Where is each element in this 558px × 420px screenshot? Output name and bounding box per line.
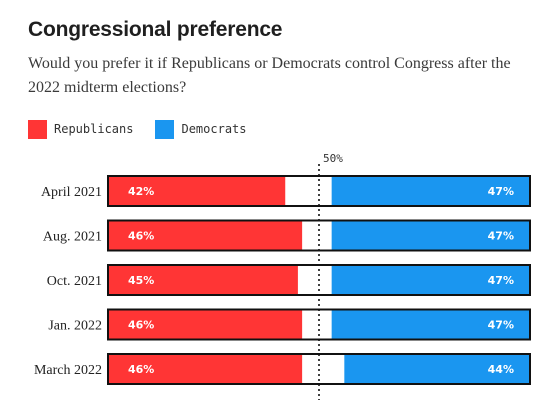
- legend-label-democrats: Democrats: [181, 122, 247, 136]
- data-label-democrats: 47%: [488, 319, 514, 332]
- data-label-democrats: 47%: [488, 274, 514, 287]
- data-label-democrats: 47%: [488, 230, 514, 243]
- bar-republicans: [108, 354, 303, 384]
- bar-republicans: [108, 309, 303, 340]
- bar-democrats: [331, 176, 530, 206]
- data-label-democrats: 47%: [488, 185, 514, 198]
- category-label: March 2022: [34, 363, 102, 378]
- legend-item-republicans: Republicans: [28, 119, 134, 139]
- legend-swatch-republicans: [28, 119, 47, 139]
- bar-republicans: [108, 176, 286, 206]
- chart-title: Congressional preference: [28, 18, 283, 41]
- bar-democrats: [331, 220, 530, 251]
- chart-subtitle: Would you prefer it if Republicans or De…: [28, 55, 511, 96]
- data-label-democrats: 44%: [488, 363, 514, 376]
- bar-republicans: [108, 265, 298, 295]
- category-label: Aug. 2021: [43, 230, 102, 245]
- bar-republicans: [108, 220, 303, 251]
- legend: Republicans Democrats: [28, 119, 269, 139]
- legend-swatch-democrats: [155, 119, 175, 139]
- data-label-republicans: 46%: [128, 319, 154, 332]
- legend-label-republicans: Republicans: [54, 122, 134, 136]
- data-label-republicans: 42%: [128, 185, 154, 198]
- legend-item-democrats: Democrats: [155, 119, 247, 139]
- data-label-republicans: 46%: [128, 230, 154, 243]
- bar-democrats: [331, 265, 530, 295]
- data-label-republicans: 45%: [128, 274, 154, 287]
- category-label: Jan. 2022: [48, 319, 102, 334]
- bar-democrats: [331, 309, 530, 340]
- reference-line-label: 50%: [323, 152, 343, 165]
- category-label: April 2021: [41, 185, 102, 200]
- category-label: Oct. 2021: [47, 274, 102, 289]
- bar-chart: April 2021 42% 47% Aug. 2021 46% 47% Oct. 2021…: [34, 152, 531, 400]
- data-label-republicans: 46%: [128, 363, 154, 376]
- bar-democrats: [344, 354, 530, 384]
